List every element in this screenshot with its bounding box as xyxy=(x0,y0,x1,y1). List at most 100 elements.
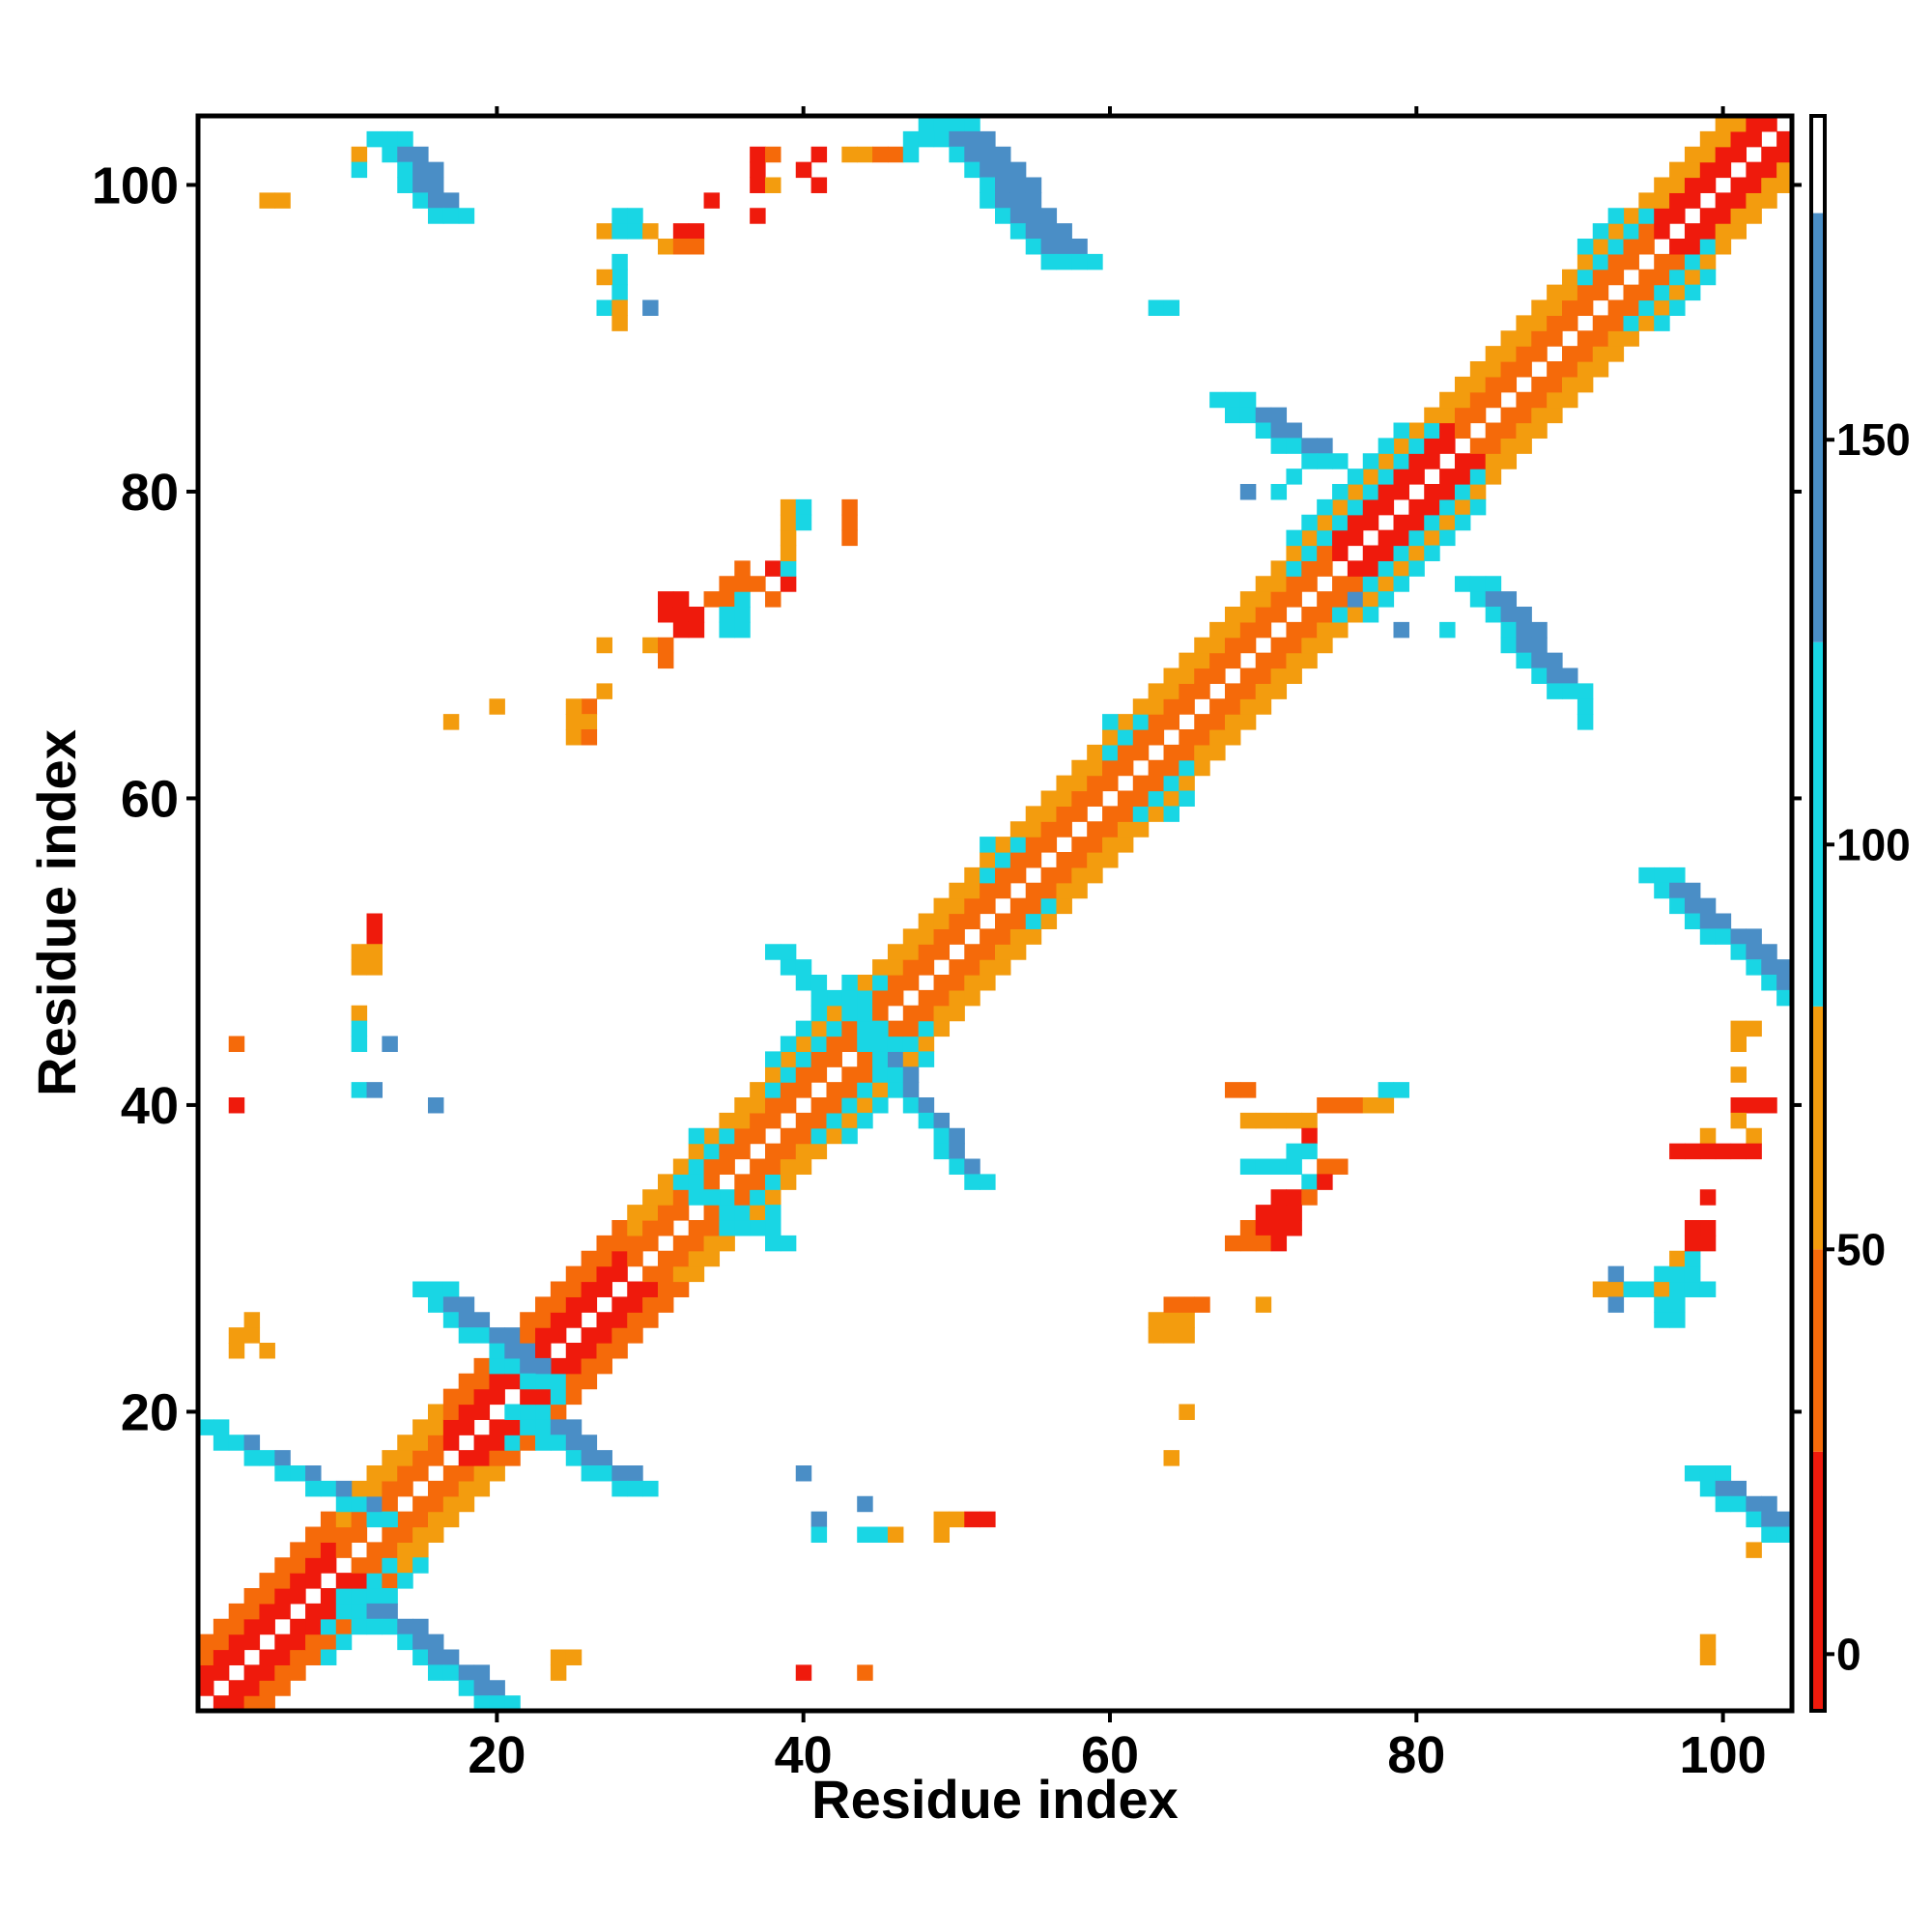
heatmap-cell xyxy=(1025,177,1042,193)
heatmap-cell xyxy=(734,1127,751,1145)
heatmap-cell xyxy=(382,1573,398,1589)
heatmap-cell xyxy=(1194,744,1210,761)
heatmap-cell xyxy=(1684,1143,1701,1160)
heatmap-cell xyxy=(949,1127,965,1145)
heatmap-cell xyxy=(1071,253,1088,270)
heatmap-cell xyxy=(581,1296,598,1313)
heatmap-cell xyxy=(810,177,828,193)
heatmap-cell xyxy=(290,1465,306,1482)
heatmap-cell xyxy=(290,1649,306,1665)
heatmap-cell xyxy=(458,208,475,224)
heatmap-cell xyxy=(427,192,444,209)
heatmap-cell xyxy=(1623,208,1639,224)
heatmap-cell xyxy=(964,1511,980,1528)
heatmap-cell xyxy=(1424,545,1440,561)
heatmap-cell xyxy=(1347,529,1364,547)
heatmap-cell xyxy=(1286,637,1302,654)
heatmap-cell xyxy=(1087,837,1103,853)
heatmap-cell xyxy=(780,576,797,592)
heatmap-cell xyxy=(1163,668,1179,684)
heatmap-cell xyxy=(642,1265,659,1283)
heatmap-cell xyxy=(259,1664,275,1681)
heatmap-cell xyxy=(1577,253,1594,270)
heatmap-cell xyxy=(1408,469,1425,485)
heatmap-cell xyxy=(1500,438,1518,454)
heatmap-cell xyxy=(274,1465,291,1482)
heatmap-cell xyxy=(427,1511,444,1528)
colorbar-band xyxy=(1811,1249,1825,1452)
heatmap-cell xyxy=(1132,775,1150,792)
heatmap-cell xyxy=(719,1143,735,1160)
heatmap-cell xyxy=(795,1127,812,1145)
heatmap-cell xyxy=(872,1066,889,1083)
heatmap-cell xyxy=(259,1573,275,1589)
heatmap-cell xyxy=(458,1327,475,1344)
heatmap-cell xyxy=(1071,790,1088,807)
heatmap-cell xyxy=(550,1649,567,1665)
heatmap-cell xyxy=(397,130,413,148)
x-tick-label: 80 xyxy=(1387,1726,1445,1784)
heatmap-cell xyxy=(810,1020,828,1037)
heatmap-cell xyxy=(1654,177,1670,193)
heatmap-cell xyxy=(1654,1265,1670,1283)
heatmap-cell xyxy=(933,1005,951,1022)
heatmap-cell xyxy=(397,1435,413,1451)
heatmap-cell xyxy=(1056,867,1072,884)
heatmap-cell xyxy=(949,1511,965,1528)
heatmap-cell xyxy=(1516,422,1532,439)
heatmap-cell xyxy=(611,299,628,316)
heatmap-cell xyxy=(1562,391,1578,409)
heatmap-cell xyxy=(442,714,460,730)
heatmap-cell xyxy=(1270,1205,1288,1221)
heatmap-cell xyxy=(1102,729,1119,746)
heatmap-cell xyxy=(1715,1495,1732,1513)
heatmap-cell xyxy=(1087,744,1103,761)
heatmap-cell xyxy=(688,1158,705,1175)
heatmap-cell xyxy=(964,161,980,179)
heatmap-cell xyxy=(305,1526,322,1543)
heatmap-cell xyxy=(611,1235,628,1252)
heatmap-cell xyxy=(1684,269,1701,286)
heatmap-cell xyxy=(980,928,996,945)
heatmap-cell xyxy=(1239,668,1257,684)
heatmap-cell xyxy=(1547,407,1563,424)
heatmap-cell xyxy=(565,1281,582,1297)
heatmap-cell xyxy=(1040,253,1058,270)
heatmap-cell xyxy=(750,1189,766,1206)
heatmap-cell xyxy=(980,882,996,899)
heatmap-cell xyxy=(1669,284,1686,301)
heatmap-cell xyxy=(1547,652,1563,669)
heatmap-cell xyxy=(1776,1526,1792,1543)
heatmap-cell xyxy=(1378,576,1395,592)
heatmap-cell xyxy=(274,1634,291,1651)
heatmap-cell xyxy=(1500,361,1518,378)
heatmap-cell xyxy=(964,1158,980,1175)
heatmap-cell xyxy=(1500,453,1518,469)
heatmap-cell xyxy=(473,1465,491,1482)
heatmap-cell xyxy=(1040,223,1058,240)
heatmap-cell xyxy=(1439,621,1456,639)
heatmap-cell xyxy=(765,177,781,193)
heatmap-cell xyxy=(995,913,1011,929)
heatmap-cell xyxy=(933,1143,951,1160)
heatmap-cell xyxy=(627,1296,643,1313)
heatmap-cell xyxy=(1224,607,1241,623)
heatmap-cell xyxy=(765,1235,781,1252)
heatmap-cell xyxy=(489,1435,505,1451)
heatmap-cell xyxy=(672,607,690,623)
heatmap-cell xyxy=(335,1542,353,1558)
heatmap-cell xyxy=(382,1557,398,1574)
heatmap-cell xyxy=(1469,453,1487,469)
heatmap-cell xyxy=(1439,514,1456,531)
heatmap-cell xyxy=(1531,376,1548,393)
heatmap-cell xyxy=(213,1695,230,1711)
heatmap-cell xyxy=(1393,469,1409,485)
heatmap-cell xyxy=(1393,422,1409,439)
heatmap-cell xyxy=(627,1235,643,1252)
heatmap-cell xyxy=(1730,1480,1747,1497)
heatmap-cell xyxy=(1393,621,1409,639)
heatmap-cell xyxy=(1577,269,1594,286)
heatmap-cell xyxy=(1393,438,1409,454)
heatmap-cell xyxy=(703,1220,721,1236)
heatmap-cell xyxy=(933,989,951,1007)
